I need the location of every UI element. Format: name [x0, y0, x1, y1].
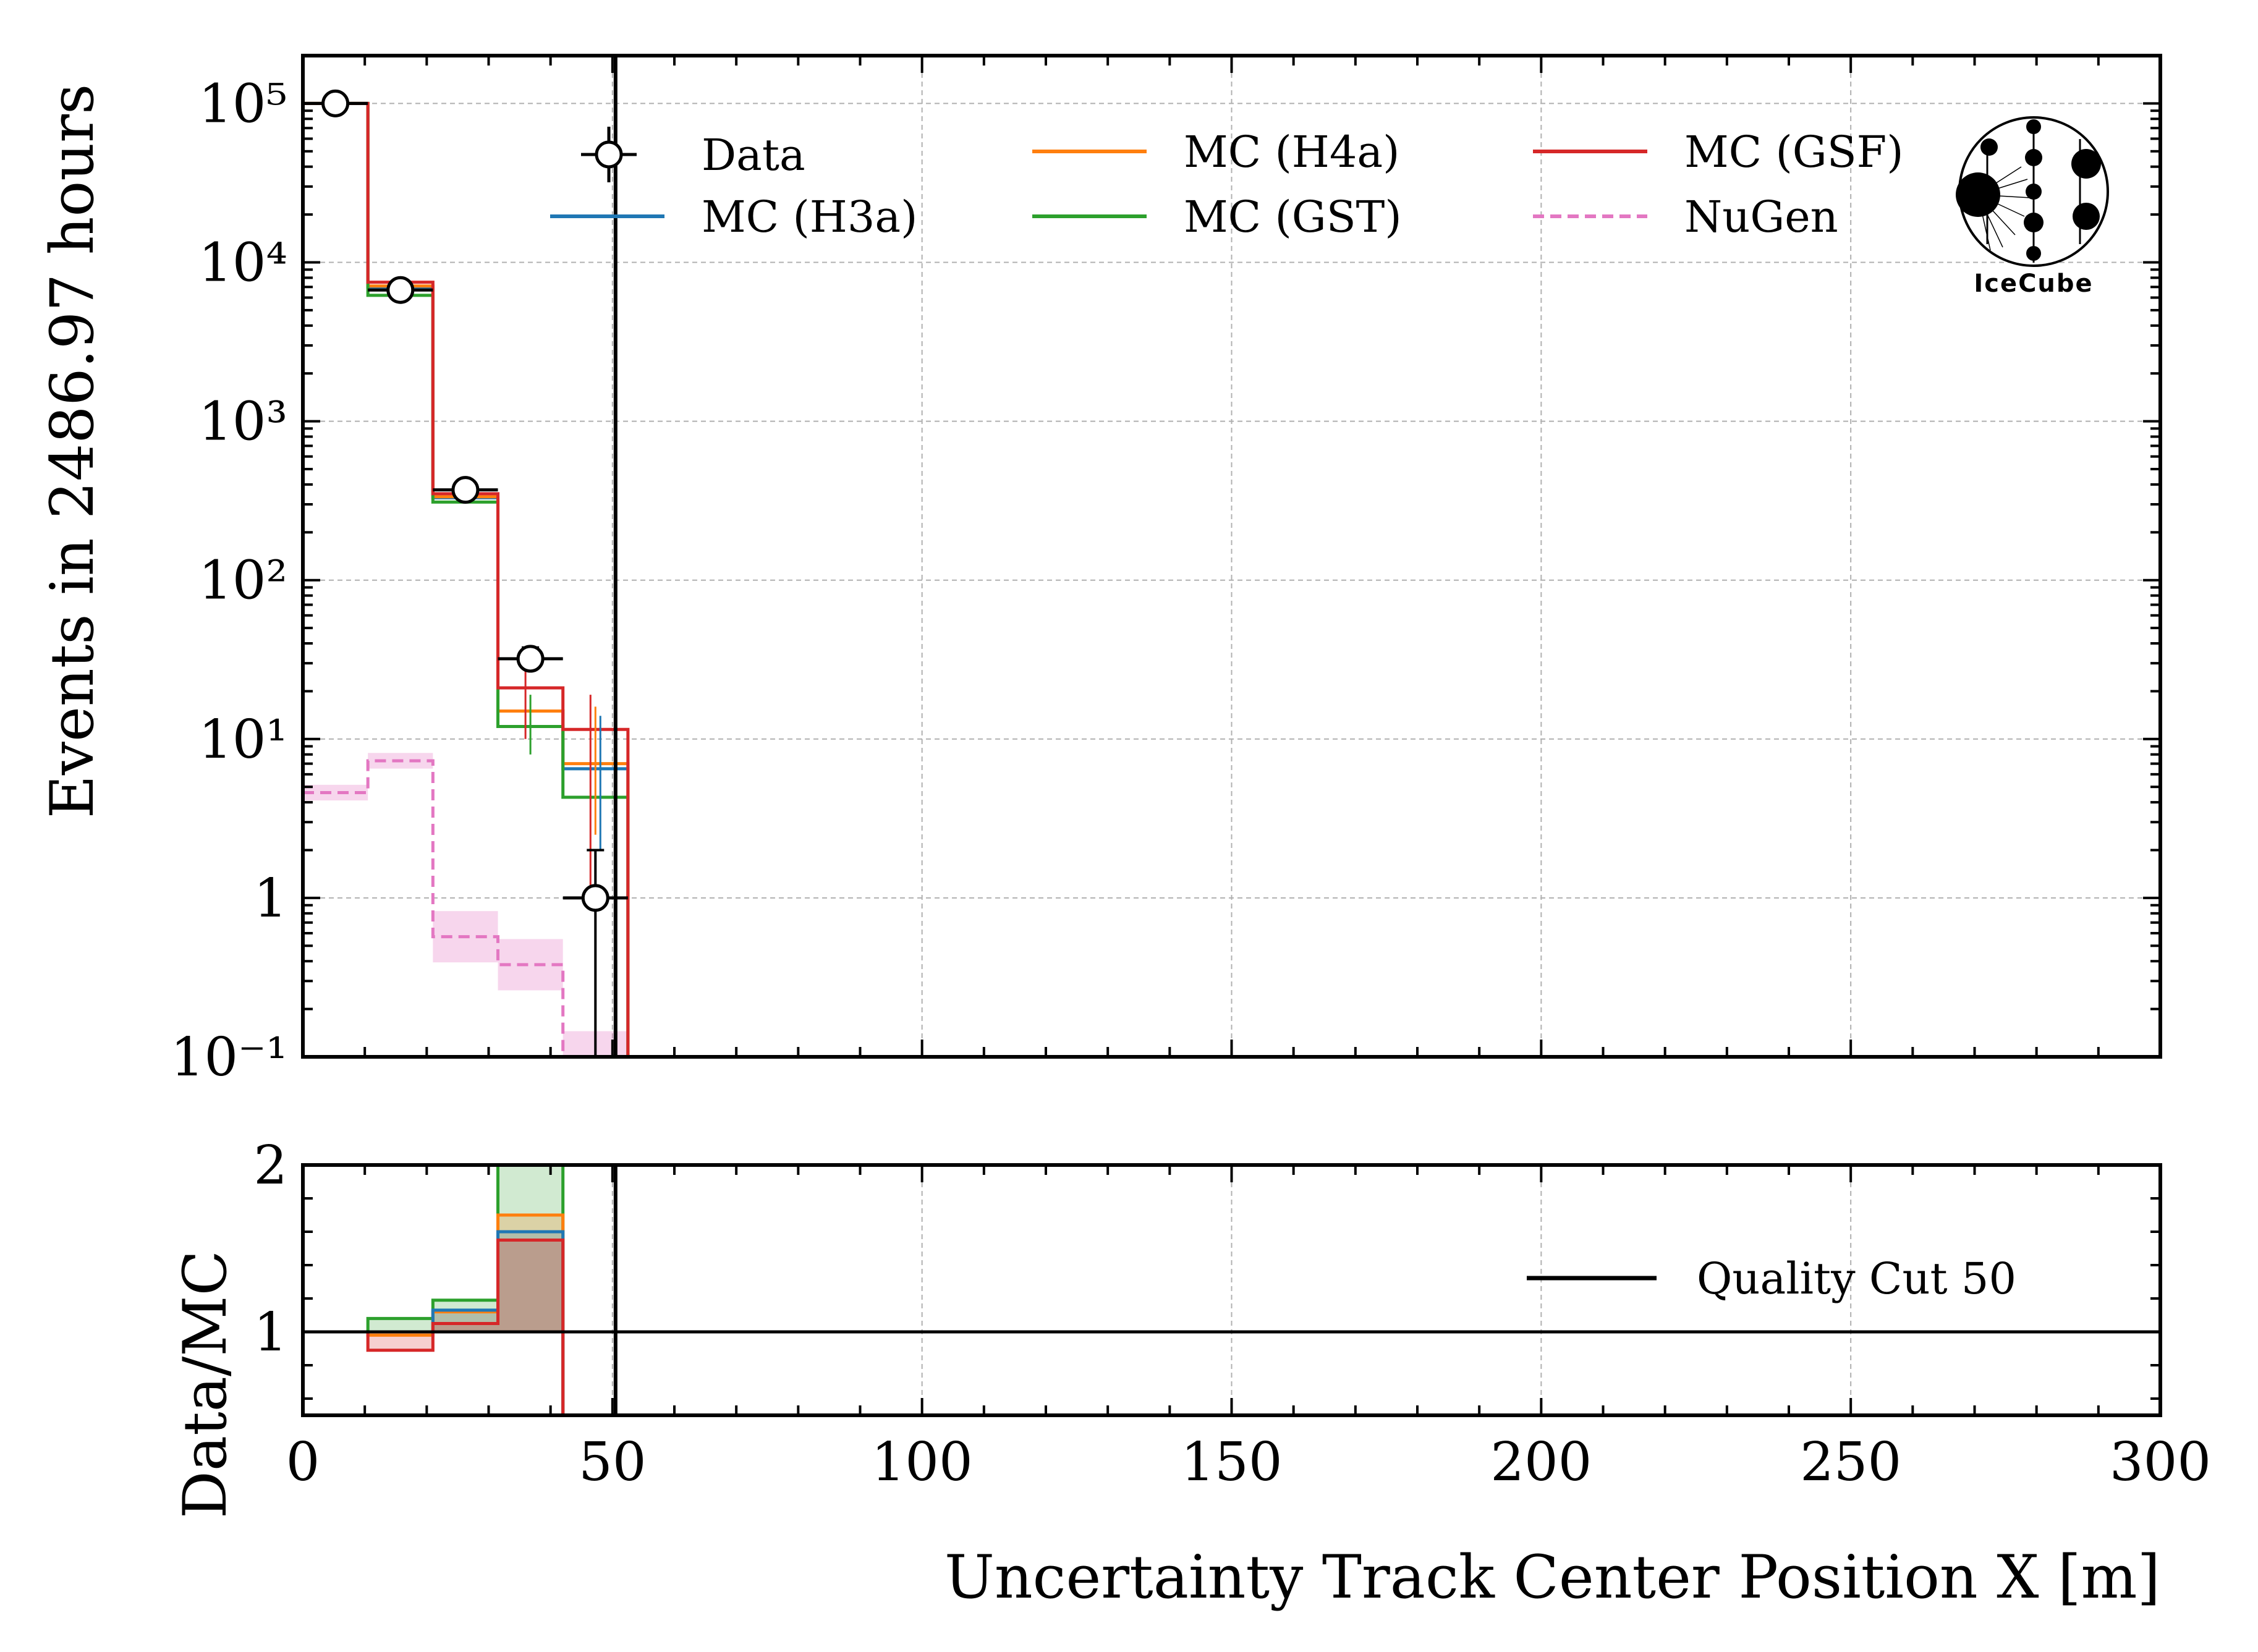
ratio-band — [498, 1240, 563, 1332]
ratio-legend: Quality Cut 50 — [1527, 1253, 2016, 1304]
ratio-band — [433, 1323, 498, 1332]
x-tick-label: 300 — [2110, 1431, 2211, 1493]
ratio-panel: 1 2 0 50 100 150 200 250 300 — [253, 1135, 2211, 1493]
legend-data-label: Data — [702, 130, 805, 180]
legend-cut-label: Quality Cut 50 — [1697, 1253, 2016, 1304]
y-tick-label-ratio: 1 — [253, 1302, 287, 1363]
icecube-logo: IceCube — [1956, 116, 2109, 298]
y-tick-label-main: 10² — [198, 550, 287, 612]
y-tick-label-main: 10¹ — [198, 709, 287, 771]
data-point — [581, 884, 609, 912]
y-tick-label-main: 10⁵ — [198, 73, 287, 135]
y-axis-label-main: Events in 2486.97 hours — [38, 84, 107, 818]
ratio-plot-frame — [301, 1163, 2162, 1417]
main-plot-frame — [301, 54, 2162, 1059]
ratio-band — [433, 1300, 498, 1332]
legend-label: MC (GSF) — [1684, 127, 1904, 177]
ratio-band — [498, 1165, 563, 1332]
x-tick-label: 150 — [1181, 1431, 1282, 1493]
legend-label: MC (H3a) — [702, 192, 917, 242]
y-tick-label-main: 10³ — [198, 391, 287, 453]
ratio-band — [433, 1311, 498, 1332]
y-axis-label-ratio: Data/MC — [171, 1250, 240, 1519]
x-tick-label: 200 — [1490, 1431, 1592, 1493]
data-point — [386, 276, 415, 304]
ratio-band — [498, 1215, 563, 1332]
x-tick-label: 100 — [872, 1431, 973, 1493]
legend-data-marker — [595, 140, 623, 169]
y-tick-label-ratio: 2 — [253, 1135, 287, 1197]
legend-label: MC (H4a) — [1184, 127, 1399, 177]
ratio-band — [498, 1232, 563, 1332]
ratio-band — [368, 1332, 433, 1336]
series-step-nugen — [303, 759, 628, 1059]
data-point — [321, 89, 350, 117]
x-tick-label: 0 — [286, 1431, 320, 1493]
main-legend: Data MC (H3a) MC (H4a) MC (GST) MC (GSF) NuGe… — [550, 127, 1904, 242]
legend-label: MC (GST) — [1184, 192, 1402, 242]
series-step-mc-gsf- — [303, 101, 630, 1057]
y-tick-label-main: 10⁴ — [198, 232, 287, 294]
ratio-band — [368, 1318, 433, 1332]
x-tick-label: 50 — [579, 1431, 646, 1493]
x-axis-label: Uncertainty Track Center Position X [m] — [944, 1543, 2160, 1612]
y-tick-label-main: 1 — [253, 868, 287, 930]
y-tick-label-main: 10⁻¹ — [171, 1027, 287, 1088]
ratio-band — [433, 1310, 498, 1332]
data-point — [516, 645, 545, 673]
legend-label: NuGen — [1684, 192, 1838, 242]
x-tick-label: 250 — [1800, 1431, 1901, 1493]
ratio-step-mc-gsf- — [303, 1239, 565, 1415]
logo-text: IceCube — [1974, 269, 2093, 298]
data-point — [451, 476, 480, 504]
main-panel: 10⁻¹ 1 10¹ 10² 10³ 10⁴ 10⁵ — [171, 54, 2162, 1088]
